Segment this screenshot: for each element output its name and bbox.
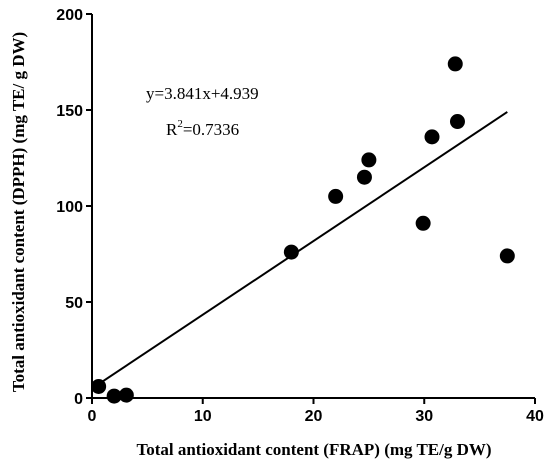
data-point <box>424 129 440 145</box>
x-ticks: 0 10 20 30 40 <box>88 398 544 425</box>
y-tick-label: 100 <box>56 199 83 216</box>
data-points <box>91 56 515 404</box>
axes <box>91 14 535 399</box>
data-point <box>118 387 134 403</box>
regression-line <box>96 111 508 386</box>
r-squared-value: =0.7336 <box>183 120 239 139</box>
y-tick-label: 0 <box>74 391 83 408</box>
x-axis-label: Total antioxidant content (FRAP) (mg TE/… <box>136 440 491 459</box>
y-tick-label: 50 <box>65 295 83 312</box>
data-point <box>328 188 344 204</box>
r-squared-label: R2=0.7336 <box>166 118 239 139</box>
x-tick-label: 20 <box>305 408 323 425</box>
data-point <box>283 244 299 260</box>
data-point <box>91 378 107 394</box>
r-squared-superscript: 2 <box>177 118 183 130</box>
data-point <box>415 215 431 231</box>
y-tick-label: 150 <box>56 103 83 120</box>
data-point <box>447 56 463 72</box>
data-point <box>449 114 465 130</box>
data-point <box>356 169 372 185</box>
x-tick-label: 10 <box>194 408 212 425</box>
data-point <box>106 388 122 404</box>
y-axis-label: Total antioxidant content (DPPH) (mg TE/… <box>9 32 28 392</box>
y-ticks: 0 50 100 150 200 <box>56 7 92 408</box>
x-tick-label: 0 <box>88 408 97 425</box>
r-squared-prefix: R <box>166 120 178 139</box>
regression-equation: y=3.841x+4.939 <box>146 84 259 103</box>
data-point <box>499 248 515 264</box>
y-tick-label: 200 <box>56 7 83 24</box>
x-tick-label: 30 <box>415 408 433 425</box>
data-point <box>361 152 377 168</box>
x-tick-label: 40 <box>526 408 544 425</box>
